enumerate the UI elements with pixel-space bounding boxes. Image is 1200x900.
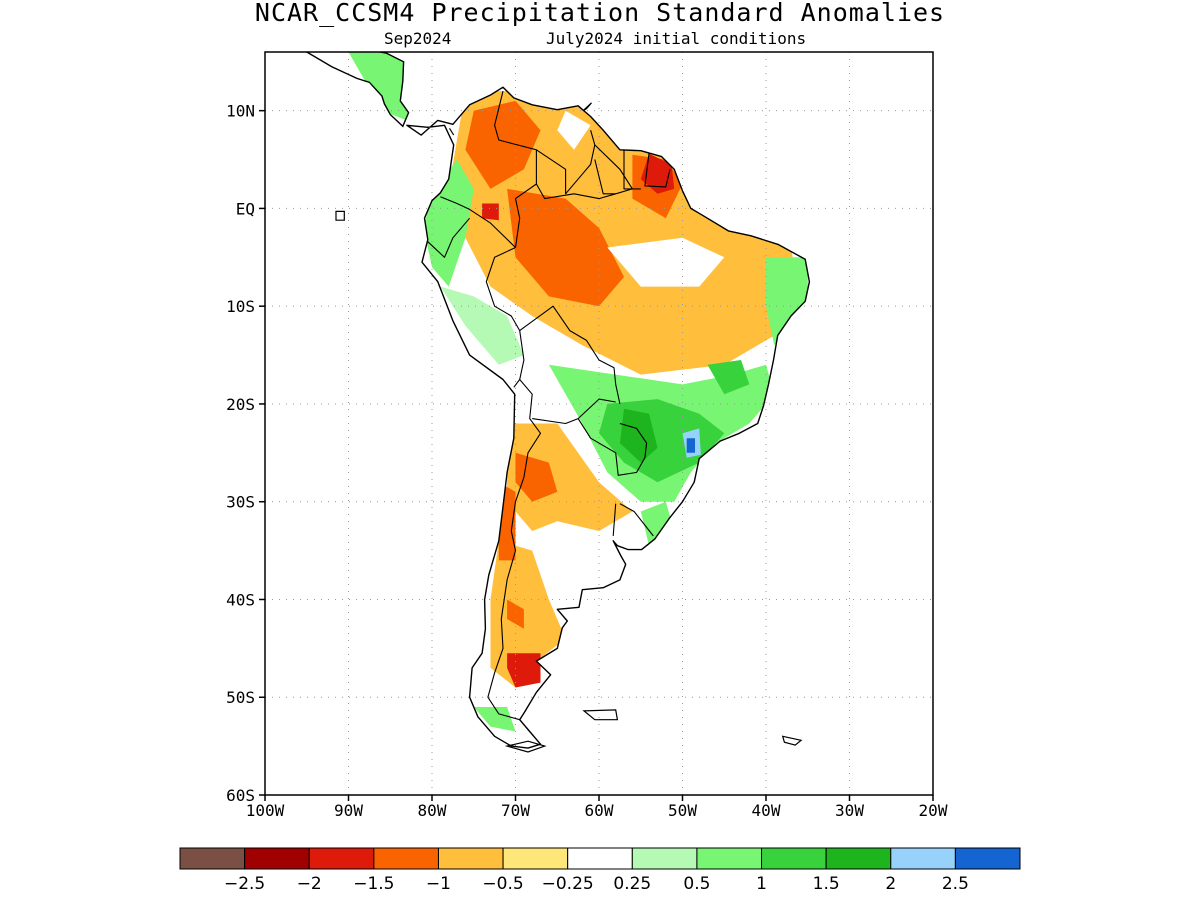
country-border-14: [644, 152, 671, 188]
colorbar-swatch: [631, 847, 698, 870]
lat-tick-label: 10N: [226, 102, 255, 121]
colorbar-swatch: [696, 847, 763, 870]
colorbar-swatch: [373, 847, 439, 870]
island-outline-2: [781, 735, 803, 746]
colorbar-swatch: [308, 847, 375, 870]
gridlines: [265, 52, 933, 795]
anomaly-region-15: [686, 438, 695, 453]
colorbar-swatch: [244, 847, 310, 870]
colorbar-label: −1.5: [353, 874, 394, 894]
lon-tick-label: 70W: [501, 801, 530, 820]
lat-tick-label: 20S: [226, 395, 255, 414]
lon-tick-label: 60W: [585, 801, 614, 820]
lat-tick-label: 40S: [226, 590, 255, 609]
lon-tick-label: 30W: [835, 801, 864, 820]
anomaly-region-20: [490, 540, 566, 688]
south-america-coastline: [406, 86, 811, 749]
central-america-coastline: [302, 52, 410, 128]
anomaly-region-22: [507, 599, 524, 629]
colorbar-swatch: [567, 847, 633, 870]
anomaly-region-18: [507, 423, 633, 531]
country-border-10: [612, 503, 617, 536]
forecast-month: Sep2024: [384, 29, 452, 48]
anomaly-region-13: [619, 408, 658, 463]
anomaly-region-2: [465, 100, 541, 189]
anomaly-region-16: [707, 360, 750, 395]
colorbar-swatch: [761, 847, 827, 870]
lon-tick-label: 20W: [919, 801, 948, 820]
lat-tick-label: 10S: [226, 297, 255, 316]
colorbar-label: −0.5: [482, 874, 523, 894]
colorbar: −2.5 −2 −1.5 −1 −0.5 −0.25 0.25 0.5 1 1.5 2 2.5: [179, 847, 1021, 894]
lon-tick-label: 40W: [752, 801, 781, 820]
colorbar-swatch: [825, 847, 892, 870]
colorbar-swatch: [954, 847, 1021, 870]
country-border-13: [623, 149, 641, 190]
colorbar-label: 0.25: [613, 874, 651, 894]
colorbar-label: 2.5: [942, 874, 969, 894]
colorbar-label: −0.25: [542, 874, 594, 894]
country-border-6: [519, 305, 621, 405]
lat-tick-label: EQ: [236, 199, 255, 218]
coastlines-borders: [302, 52, 811, 753]
lon-tick-label: 80W: [418, 801, 447, 820]
country-border-1: [494, 90, 537, 248]
country-border-5: [487, 379, 542, 721]
anomaly-region-6: [482, 203, 499, 221]
country-border-3: [427, 217, 471, 258]
lat-tick-label: 30S: [226, 493, 255, 512]
colorbar-swatch: [502, 847, 569, 870]
country-border-12: [594, 144, 633, 195]
anomaly-region-17: [766, 257, 808, 346]
country-border-15: [535, 183, 616, 200]
island-outline-4: [504, 740, 547, 753]
lat-tick-label: 60S: [226, 786, 255, 805]
island-outline-1: [582, 709, 619, 721]
colorbar-swatch: [437, 847, 504, 870]
colorbar-swatch: [179, 847, 246, 870]
anomaly-region-24: [473, 707, 516, 732]
colorbar-swatch: [890, 847, 956, 870]
colorbar-label: 0.5: [683, 874, 710, 894]
colorbar-label: −2.5: [224, 874, 265, 894]
colorbar-label: −2: [297, 874, 322, 894]
country-border-8: [577, 418, 648, 476]
island-outline-0: [335, 210, 345, 221]
country-border-9: [619, 503, 654, 537]
lat-tick-label: 50S: [226, 688, 255, 707]
anomaly-region-5: [640, 153, 675, 194]
anomaly-region-8: [557, 110, 591, 150]
lon-tick-label: 100W: [246, 801, 285, 820]
chart-title: NCAR_CCSM4 Precipitation Standard Anomal…: [254, 0, 946, 27]
colorbar-label: 2: [885, 874, 896, 894]
country-border-2: [440, 196, 516, 248]
initial-conditions: July2024 initial conditions: [546, 29, 807, 48]
country-border-4: [485, 247, 525, 388]
lon-tick-label: 50W: [668, 801, 697, 820]
anomaly-region-3: [507, 188, 624, 307]
anomaly-region-0: [348, 52, 416, 121]
lon-tick-label: 90W: [334, 801, 363, 820]
colorbar-label: 1: [756, 874, 767, 894]
anomaly-region-7: [607, 237, 725, 287]
colorbar-label: 1.5: [813, 874, 840, 894]
colorbar-label: −1: [426, 874, 451, 894]
country-border-0: [449, 128, 455, 136]
island-outline-3: [582, 102, 592, 112]
